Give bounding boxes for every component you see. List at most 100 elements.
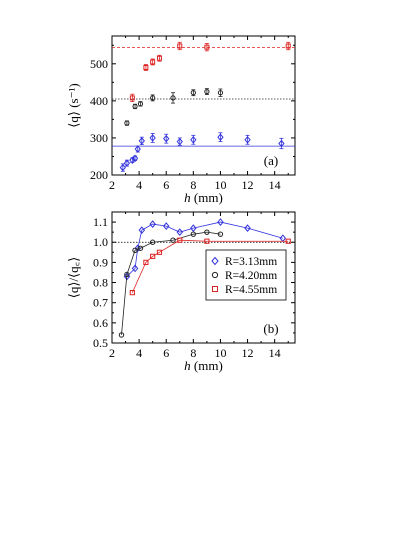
series-1-point xyxy=(131,264,139,273)
panel-a-chart: 2 4 6 8 10 12 14 200 300 400 500 h (mm) ⟨q⟩ (s⁻¹) (a) xyxy=(66,35,296,205)
panel-a-xtick-label: 10 xyxy=(214,178,226,192)
legend-label-2: R=4.20mm xyxy=(225,270,277,282)
panel-b-ytick-label: 0.7 xyxy=(93,296,108,310)
panel-b-xtick-label: 8 xyxy=(190,346,196,360)
panel-a-xtick-label: 2 xyxy=(109,178,115,192)
series-2-point xyxy=(204,229,210,235)
series-2-point xyxy=(124,271,130,278)
panel-a-xtick-label: 12 xyxy=(242,178,254,192)
series-2-point xyxy=(137,101,144,107)
panel-b-xtick-label: 6 xyxy=(163,346,169,360)
series-1-point xyxy=(129,156,136,164)
panel-b-frame xyxy=(111,211,296,344)
series-3-point xyxy=(150,59,156,65)
legend-box xyxy=(205,249,287,301)
panel-b-x-axis-label: h (mm) xyxy=(184,358,223,373)
series-1-point xyxy=(123,159,131,167)
series-1-point xyxy=(176,228,184,237)
panel-b-ytick-label: 1.1 xyxy=(93,215,108,229)
series-2-point xyxy=(217,90,224,96)
series-3-point xyxy=(204,44,210,50)
series-2-point xyxy=(118,332,125,338)
panel-a-ytick-label: 500 xyxy=(90,57,108,71)
panel-b-y-axis-label: ⟨q⟩/⟨q꜀⟩ xyxy=(66,257,81,298)
series-3-point xyxy=(143,259,149,265)
series-2-point xyxy=(204,89,210,95)
series-3-point xyxy=(285,43,291,49)
series-1-point xyxy=(190,136,197,144)
series-3-point xyxy=(156,55,162,61)
series-1-point xyxy=(278,139,285,148)
legend-marker-2 xyxy=(211,271,219,279)
series-3-point xyxy=(143,65,149,71)
series-2-point xyxy=(137,245,144,251)
series-3-point xyxy=(156,249,163,255)
series-2-point xyxy=(217,231,224,237)
series-1-point xyxy=(149,134,156,142)
panel-a-xtick-label: 8 xyxy=(190,178,196,192)
panel-b-ytick-label: 0.6 xyxy=(93,316,108,330)
legend-label-3: R=4.55mm xyxy=(225,284,277,296)
series-2-point xyxy=(150,95,156,101)
panel-a-frame xyxy=(111,35,296,176)
panel-b-xtick-label: 10 xyxy=(214,346,226,360)
panel-a-xtick-label: 4 xyxy=(136,178,142,192)
series-2-point xyxy=(124,120,130,126)
panel-a-xtick-label: 14 xyxy=(269,178,281,192)
panel-a-y-axis-label: ⟨q⟩ (s⁻¹) xyxy=(66,83,81,127)
series-3-point xyxy=(204,238,210,244)
series-1-point xyxy=(244,136,251,144)
panel-b-ytick-label: 0.5 xyxy=(93,336,108,350)
series-3-point xyxy=(150,253,156,259)
series-3-point xyxy=(129,290,135,296)
panel-b-ytick-label: 1.0 xyxy=(93,235,108,249)
panel-b-chart: 2 4 6 8 10 12 14 0.5 0.6 0.7 0.8 0.9 1.0 1.1 h (mm) ⟨q⟩… xyxy=(66,211,296,373)
panel-b-xtick-label: 14 xyxy=(269,346,281,360)
series-2-point xyxy=(170,237,176,243)
series-1-point xyxy=(163,134,170,143)
series-1-line xyxy=(126,221,283,277)
series-1-point xyxy=(162,222,170,230)
series-2-point xyxy=(190,231,197,237)
legend-marker-1 xyxy=(211,256,219,266)
panel-a-ytick-label: 400 xyxy=(90,94,108,108)
panel-a-x-axis-label: h (mm) xyxy=(184,190,223,205)
panel-b-ytick-label: 0.8 xyxy=(93,276,108,290)
panel-a-ytick-label: 200 xyxy=(90,168,108,182)
series-3-line xyxy=(131,239,289,293)
series-2-point xyxy=(190,90,196,96)
panel-a-tag: (a) xyxy=(264,153,278,168)
panel-a-xtick-label: 6 xyxy=(163,178,169,192)
series-1-point xyxy=(131,154,139,163)
series-1-point xyxy=(279,234,287,243)
legend-label-1: R=3.13mm xyxy=(225,256,277,268)
panel-b-xtick-label: 12 xyxy=(242,346,254,360)
series-2-point xyxy=(149,239,156,245)
series-1-point xyxy=(176,137,183,146)
panel-b-xtick-label: 4 xyxy=(136,346,142,360)
panel-a-ytick-label: 300 xyxy=(90,131,108,145)
series-1-point xyxy=(217,133,224,141)
series-1-point xyxy=(244,224,251,233)
panel-b-ytick-label: 0.9 xyxy=(93,255,108,269)
series-1-point xyxy=(149,220,156,228)
panel-b-tag: (b) xyxy=(263,321,278,336)
series-3-point xyxy=(177,237,183,243)
series-2-point xyxy=(170,95,176,101)
series-1-point xyxy=(190,224,197,233)
series-3-point xyxy=(177,43,183,49)
panel-b-xtick-label: 2 xyxy=(109,346,115,360)
series-2-point xyxy=(132,247,138,253)
series-2-point xyxy=(132,103,138,110)
series-3-point xyxy=(285,238,291,244)
legend-marker-3 xyxy=(212,286,218,292)
series-1-point xyxy=(138,226,146,235)
series-1-point xyxy=(138,137,145,145)
series-1-point xyxy=(134,145,141,153)
series-3-point xyxy=(129,95,135,101)
series-1-point xyxy=(217,218,224,226)
series-2-line xyxy=(121,231,221,335)
series-1-point xyxy=(119,163,126,172)
series-1-point xyxy=(134,244,142,253)
